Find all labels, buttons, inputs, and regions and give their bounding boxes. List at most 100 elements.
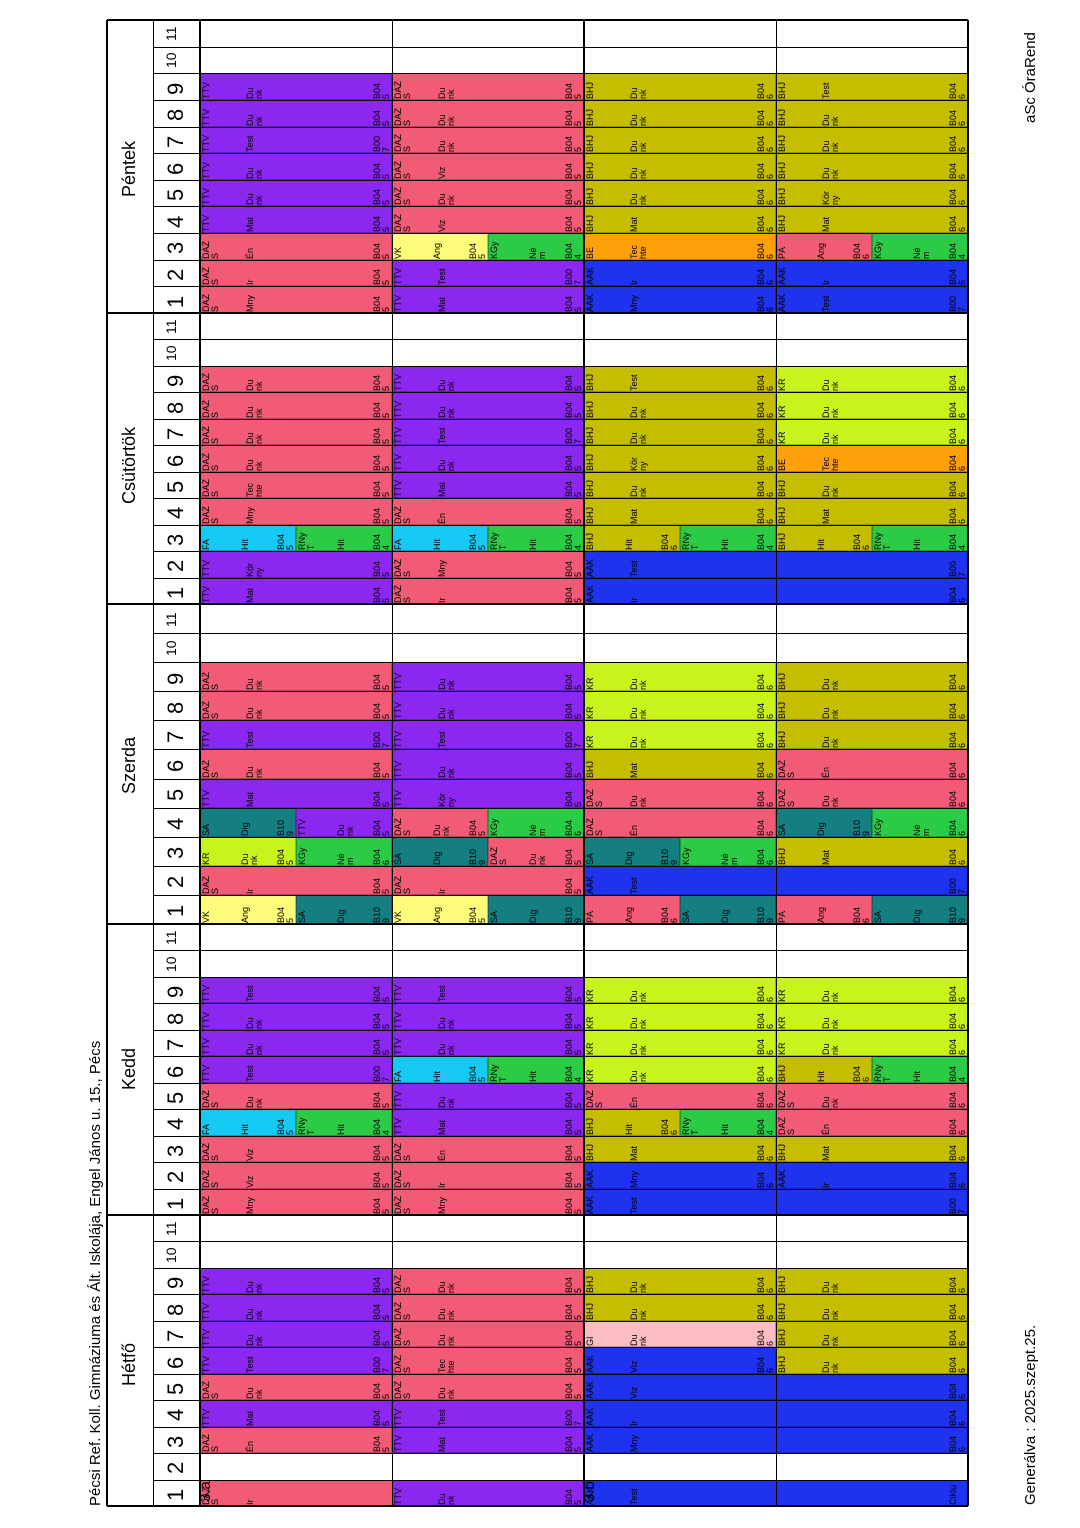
lesson-cell: TTV Du nk B04 5 (200, 73, 392, 100)
lesson-text: DAZ S (585, 788, 604, 807)
period-line (153, 206, 968, 208)
lesson-text: Viz (245, 1148, 255, 1162)
lesson-cell: BHJ Mat B04 6 (776, 498, 968, 525)
lesson-text: Du nk (629, 1017, 648, 1029)
lesson-cell: SA Dig B10 9 (776, 807, 872, 837)
period-line (153, 1373, 968, 1375)
lesson-text: Dig (720, 909, 731, 923)
lesson-cell: SA Dig B10 9 (680, 894, 776, 924)
lesson-text: Né m (720, 853, 740, 865)
lesson-text: B04 5 (372, 481, 391, 498)
lesson-text: FA (393, 539, 403, 551)
lesson-cell: TTV Du nk B04 5 (200, 1267, 392, 1295)
lesson-cell: AAK Ir B04 6 (584, 259, 776, 287)
lesson-text: Du nk (629, 990, 648, 1003)
lesson-cell: AAK Ir B04 6 (776, 1162, 968, 1189)
lesson-cell: BHJ Du nk B04 6 (776, 1320, 968, 1348)
lesson-text: DAZ S (201, 1169, 220, 1188)
lesson-text: B04 5 (564, 1356, 583, 1373)
period-number: 8 (163, 1303, 188, 1316)
lesson-text: PÁ (777, 246, 787, 259)
lesson-text: B04 5 (372, 1409, 391, 1426)
period-line (153, 126, 968, 128)
lesson-text: TTV (393, 985, 403, 1003)
lesson-text: DAZ S (201, 293, 220, 312)
lesson-cell: DAZ S Én B04 6 (776, 1109, 968, 1136)
period-number: 9 (163, 672, 188, 685)
period-number: 1 (163, 586, 188, 599)
lesson-cell: TTV Mat B04 5 (392, 471, 584, 499)
lesson-text: B04 5 (372, 1092, 391, 1109)
lesson-cell: BHJ Du nk B04 6 (776, 662, 968, 692)
lesson-text: KR (585, 1069, 595, 1082)
lesson-text: B00 7 (372, 136, 391, 153)
lesson-text: B04 6 (948, 454, 967, 471)
lesson-cell: BHJ Du nk B04 6 (584, 392, 776, 419)
lesson-cell: TTV Test B00 7 (392, 1400, 584, 1427)
period-number: 10 (163, 345, 179, 361)
period-number: 8 (163, 401, 188, 414)
lesson-text: BHJ (777, 161, 787, 179)
lesson-text: Du nk (437, 1017, 456, 1029)
lesson-text: B04 6 (756, 790, 775, 807)
lesson-text: Mny (245, 1196, 255, 1214)
lesson-cell: BHJ Mat B04 6 (584, 206, 776, 234)
lesson-text: Du nk (821, 1361, 840, 1373)
lesson-text: B04 5 (564, 375, 583, 392)
lesson-cell: FA Hit B04 5 (200, 524, 296, 552)
lesson-cell: DAZ S Du nk B04 6 (776, 1082, 968, 1110)
lesson-text: B04 5 (372, 560, 391, 577)
lesson-text: Du nk (528, 853, 548, 865)
subrow-line (776, 20, 777, 1506)
lesson-text: B04 5 (564, 1145, 583, 1162)
lesson-text: B04 5 (372, 162, 391, 179)
period-number: 9 (163, 1276, 188, 1290)
lesson-text: Hit (432, 539, 443, 551)
lesson-text: B04 5 (564, 109, 583, 126)
lesson-text: B00 7 (372, 1065, 391, 1082)
lesson-text: Du nk (629, 167, 648, 179)
lesson-text: B04 6 (948, 1145, 967, 1162)
lesson-cell: BHJ Du nk B04 6 (584, 418, 776, 446)
lesson-text: Du nk (245, 1043, 264, 1056)
lesson-text: B04 5 (276, 848, 295, 865)
lesson-cell: BHJ Du nk B04 6 (584, 126, 776, 154)
lesson-text: Ir (245, 888, 255, 894)
lesson-cell: DAZ S Du nk B04 5 (200, 365, 392, 393)
lesson-text: Hit (528, 1070, 539, 1082)
lesson-text: Test (437, 985, 447, 1003)
lesson-cell: BHJ Test B04 6 (776, 73, 968, 100)
lesson-text: Du nk (629, 1308, 648, 1320)
lesson-text: DAZ S (393, 584, 412, 603)
period-line (153, 1056, 968, 1058)
period-number: 3 (163, 533, 188, 546)
period-number: 1 (163, 295, 188, 308)
lesson-text: TTV (201, 1329, 211, 1347)
lesson-text: AAK (585, 1195, 595, 1214)
period-number: 2 (163, 1171, 188, 1184)
lesson-text: B04 6 (756, 1356, 775, 1373)
lesson-text: Du nk (437, 1043, 456, 1056)
lesson-text: BHJ (585, 453, 595, 471)
lesson-text: B04 6 (948, 269, 967, 286)
lesson-text: BHJ (777, 1302, 787, 1320)
lesson-cell: SA Dig B10 9 (392, 836, 488, 866)
lesson-cell: BHJ Du nk B04 6 (776, 153, 968, 180)
lesson-text: SA (393, 852, 403, 865)
lesson-text: Kör ny (821, 191, 840, 206)
lesson-text: Ang (816, 242, 827, 259)
lesson-cell: DAZ S Du nk B04 5 (200, 691, 392, 721)
lesson-cell: KR Du nk B04 6 (776, 365, 968, 393)
lesson-text: Mat (629, 1146, 639, 1162)
period-number: 2 (163, 268, 188, 282)
lesson-text: B04 6 (756, 1330, 775, 1347)
lesson-text: Viz (437, 166, 447, 179)
day-label: Péntek (119, 140, 139, 197)
lesson-text: DAZ S (393, 134, 412, 153)
lesson-cell: DAZ S Viz B04 5 (200, 1135, 392, 1163)
day-label: Csütörtök (119, 426, 139, 504)
lesson-text: Dig (240, 822, 251, 836)
lesson-text: Én (629, 824, 639, 836)
lesson-text: AAK (585, 558, 595, 577)
lesson-cell: RNy T Hit B04 4 (680, 524, 776, 552)
